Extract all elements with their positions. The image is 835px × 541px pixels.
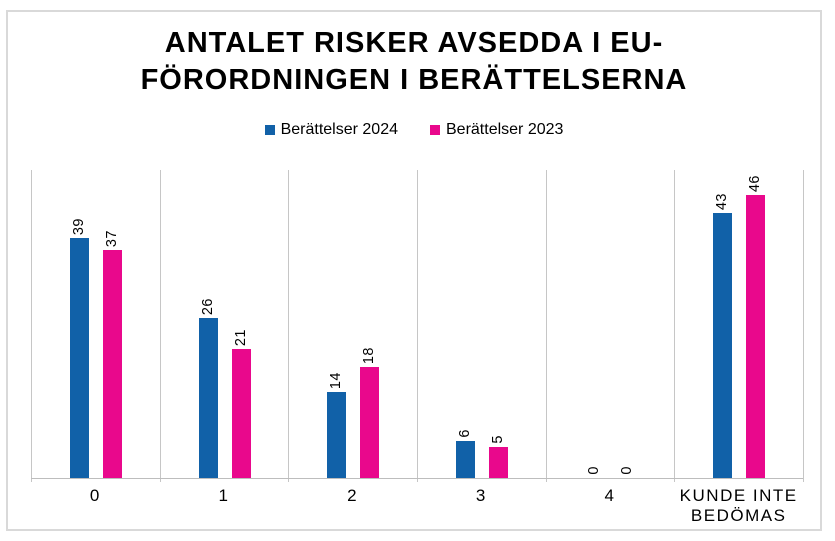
legend-label: Berättelser 2024 <box>280 121 398 138</box>
chart-legend: Berättelser 2024 Berättelser 2023 <box>8 121 820 139</box>
bar-value-label: 39 <box>71 217 87 235</box>
bar-value-label: 43 <box>714 192 731 210</box>
bar-value-label: 21 <box>232 328 249 346</box>
category-gridline <box>159 170 161 482</box>
bar-berättelser-2024 <box>198 318 218 478</box>
category-gridline <box>802 170 804 482</box>
x-axis-label: 1 <box>218 486 230 505</box>
bar-berättelser-2024 <box>713 213 733 478</box>
x-axis-label: 4 <box>604 486 616 505</box>
plot-area: 39 37 0 26 21 1 14 18 2 6 5 3 0 0 4 43 46 KUNDE INTE BEDÖ… <box>30 170 804 525</box>
legend-swatch <box>264 125 275 135</box>
bar-value-label: 18 <box>361 346 378 364</box>
category-gridline <box>287 170 289 482</box>
legend-item: Berättelser 2023 <box>430 121 563 139</box>
bar-berättelser-2023 <box>360 367 380 478</box>
bar-value-label: 6 <box>457 429 473 438</box>
legend-swatch <box>430 125 440 135</box>
x-axis-label: KUNDE INTE BEDÖMAS <box>679 486 798 525</box>
bar-value-label: 0 <box>585 466 602 475</box>
category-gridline <box>673 170 675 482</box>
bar-berättelser-2023 <box>746 195 766 478</box>
bar-berättelser-2023 <box>489 447 508 478</box>
x-axis-label: 3 <box>475 486 487 505</box>
bar-value-label: 37 <box>104 229 120 247</box>
bar-value-label: 46 <box>747 174 764 192</box>
bar-berättelser-2024 <box>327 392 347 478</box>
legend-item: Berättelser 2024 <box>264 121 398 139</box>
bar-value-label: 26 <box>199 297 216 315</box>
x-axis-label: 2 <box>347 486 359 505</box>
bar-berättelser-2024 <box>456 441 475 478</box>
bar-value-label: 14 <box>328 371 345 389</box>
category-gridline <box>416 170 418 482</box>
category-gridline <box>545 170 547 482</box>
x-axis-label: 0 <box>89 486 101 505</box>
legend-label: Berättelser 2023 <box>446 121 564 138</box>
chart-frame: ANTALET RISKER AVSEDDA I EU- FÖRORDNINGE… <box>6 10 822 531</box>
bar-berättelser-2023 <box>103 250 122 478</box>
x-axis-line <box>31 478 803 479</box>
bar-berättelser-2024 <box>70 238 89 478</box>
chart-title: ANTALET RISKER AVSEDDA I EU- FÖRORDNINGE… <box>140 27 688 96</box>
bar-berättelser-2023 <box>231 349 251 478</box>
bar-value-label: 5 <box>490 435 506 444</box>
category-gridline <box>30 170 32 482</box>
bar-value-label: 0 <box>618 466 635 475</box>
